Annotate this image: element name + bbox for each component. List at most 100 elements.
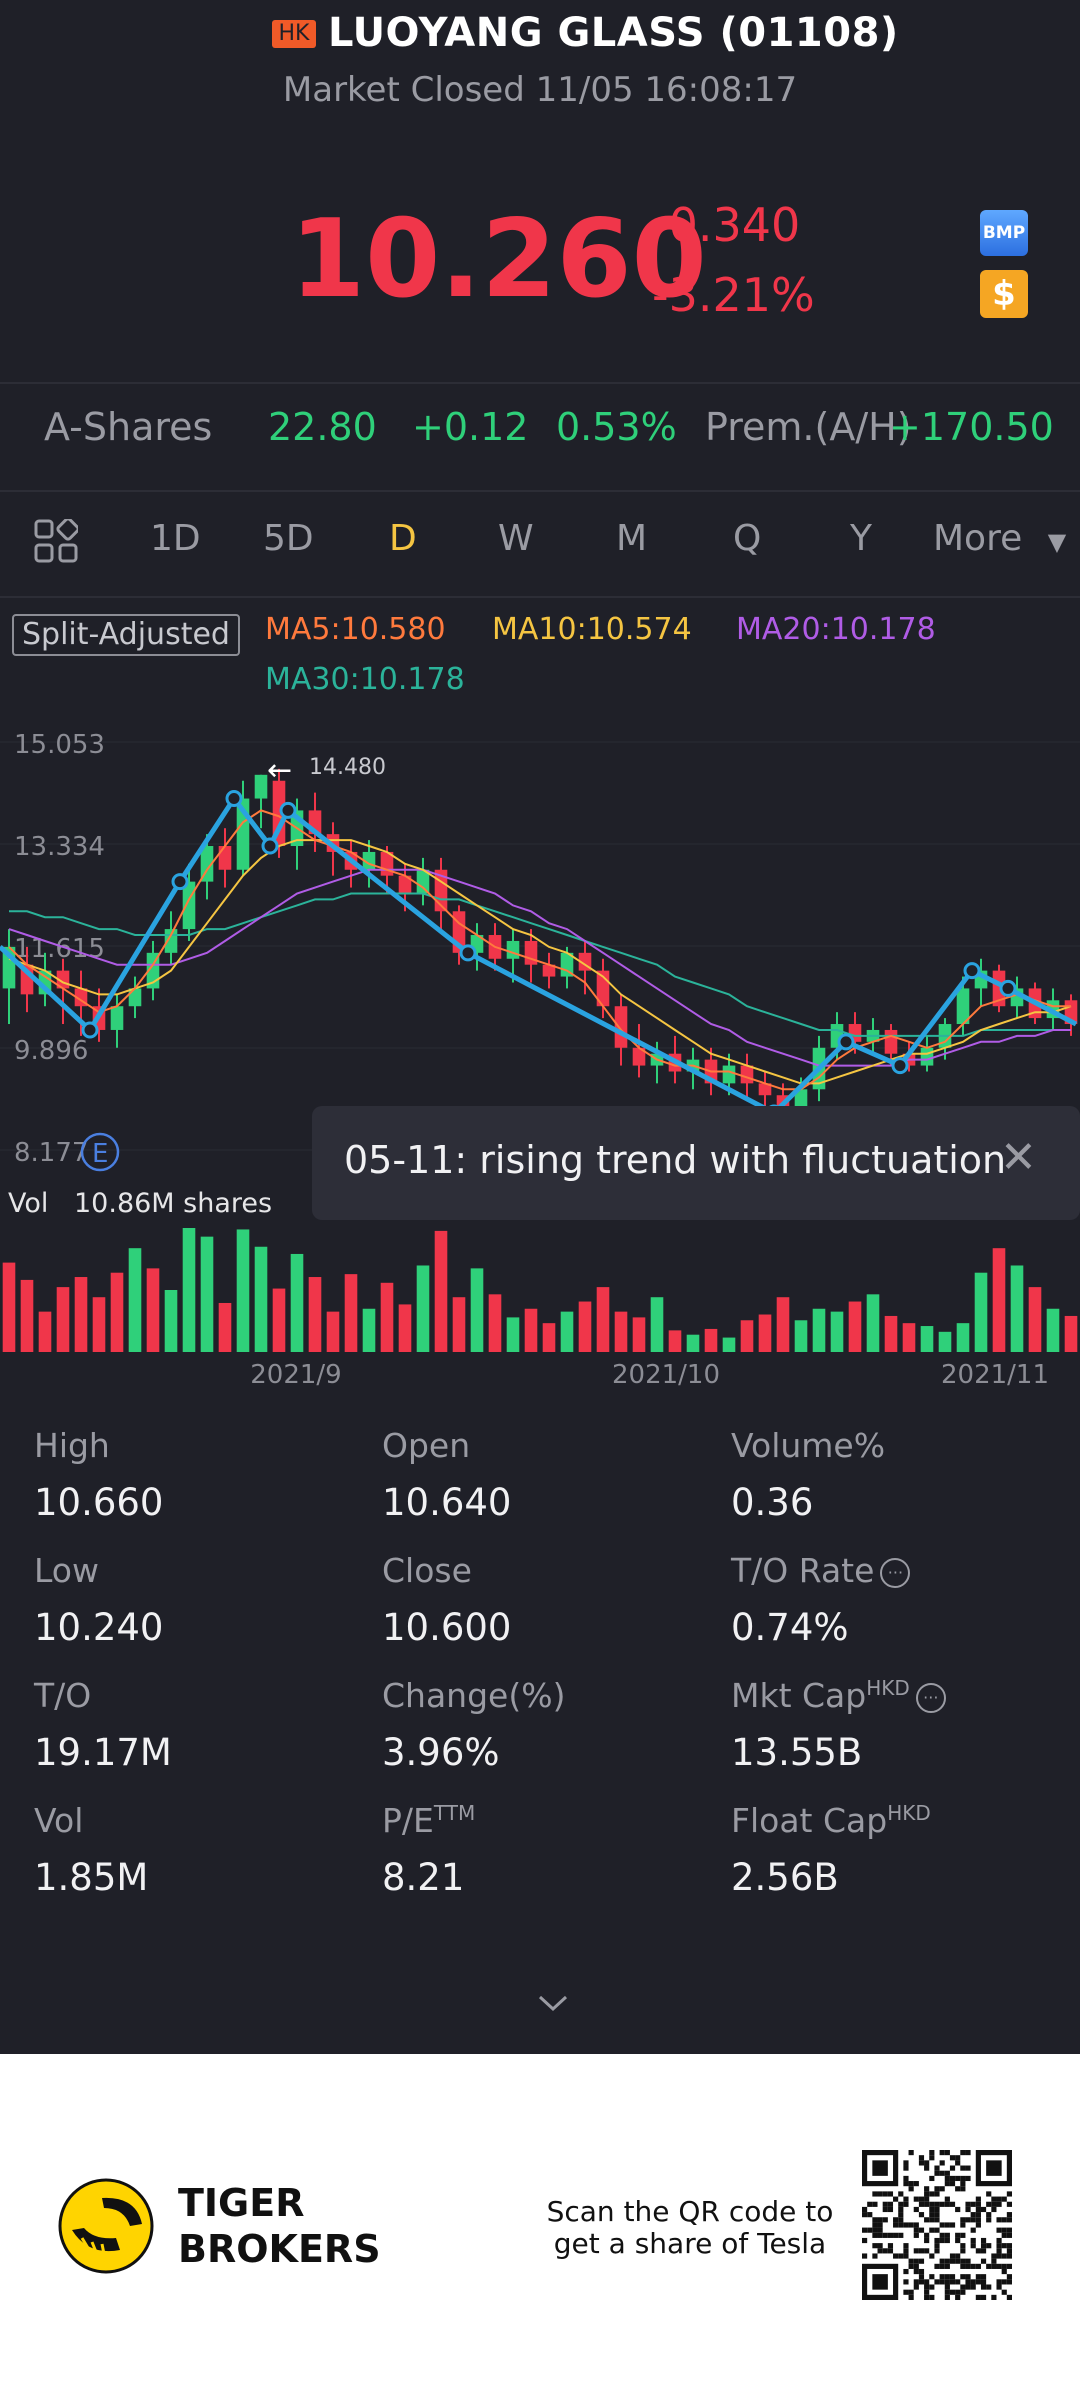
stat-label-text: P/E bbox=[382, 1801, 434, 1840]
volume-bar bbox=[560, 1311, 574, 1352]
qr-module bbox=[1006, 2248, 1012, 2254]
volume-bar bbox=[254, 1246, 268, 1352]
stat-label: Volume% bbox=[731, 1426, 885, 1465]
qr-module bbox=[949, 2165, 956, 2171]
volume-label: Vol bbox=[8, 1188, 48, 1219]
more-info-icon[interactable]: ··· bbox=[880, 1557, 911, 1588]
scan-line-2: get a share of Tesla bbox=[553, 2227, 827, 2260]
stat-value: 8.21 bbox=[382, 1856, 465, 1899]
qr-module bbox=[918, 2201, 925, 2207]
qr-module bbox=[872, 2217, 878, 2223]
candle-body bbox=[722, 1065, 736, 1084]
volume-bar bbox=[470, 1268, 484, 1352]
stat-label-text: Change(%) bbox=[382, 1676, 566, 1715]
dollar-icon[interactable]: $ bbox=[980, 270, 1028, 318]
split-adjusted-toggle[interactable]: Split-Adjusted bbox=[12, 614, 240, 656]
tab-5d[interactable]: 5D bbox=[263, 518, 314, 559]
qr-finder bbox=[986, 2160, 1002, 2176]
qr-module bbox=[965, 2258, 971, 2264]
stat-label-text: Open bbox=[382, 1426, 471, 1465]
scan-line-1: Scan the QR code to bbox=[546, 2195, 834, 2228]
qr-module bbox=[939, 2232, 945, 2238]
candle-body bbox=[416, 869, 430, 894]
qr-module bbox=[934, 2170, 940, 2176]
qr-module bbox=[996, 2237, 1002, 2244]
qr-module bbox=[903, 2289, 909, 2295]
tab-week[interactable]: W bbox=[498, 518, 534, 559]
volume-bar bbox=[416, 1265, 430, 1352]
qr-module bbox=[908, 2258, 914, 2264]
x-tick-label: 2021/9 bbox=[250, 1360, 342, 1390]
qr-module bbox=[918, 2279, 925, 2285]
stat-label: Vol bbox=[34, 1801, 83, 1840]
grid-icon[interactable] bbox=[34, 519, 78, 563]
qr-module bbox=[908, 2263, 914, 2269]
qr-module bbox=[934, 2186, 940, 2192]
qr-module bbox=[913, 2206, 919, 2213]
qr-module bbox=[949, 2175, 956, 2182]
qr-module bbox=[955, 2155, 961, 2161]
tab-year[interactable]: Y bbox=[850, 518, 872, 559]
tab-month[interactable]: M bbox=[616, 518, 648, 559]
volume-bar bbox=[362, 1308, 376, 1352]
qr-module bbox=[877, 2227, 883, 2233]
volume-bar bbox=[668, 1330, 682, 1352]
qr-module bbox=[944, 2258, 950, 2264]
qr-module bbox=[903, 2181, 909, 2187]
qr-module bbox=[924, 2284, 930, 2290]
qr-module bbox=[929, 2150, 935, 2156]
candlestick-chart[interactable]: 15.05313.33411.6159.8968.17714.480←8.750… bbox=[0, 700, 1080, 1360]
qr-module bbox=[1006, 2294, 1012, 2300]
qr-module bbox=[877, 2217, 883, 2223]
qr-module bbox=[924, 2191, 930, 2197]
qr-module bbox=[944, 2222, 950, 2228]
volume-bar bbox=[920, 1326, 934, 1352]
qr-module bbox=[939, 2170, 945, 2176]
qr-module bbox=[934, 2201, 940, 2207]
qr-module bbox=[903, 2222, 909, 2228]
more-info-icon[interactable]: ··· bbox=[915, 1682, 946, 1713]
qr-module bbox=[1006, 2227, 1012, 2233]
qr-module bbox=[924, 2237, 930, 2244]
market-badge: HK bbox=[272, 20, 316, 48]
stat-label-text: Low bbox=[34, 1551, 99, 1590]
qr-module bbox=[970, 2237, 976, 2244]
bmp-icon[interactable]: BMP bbox=[980, 210, 1028, 256]
trend-tooltip-text: 05-11: rising trend with fluctuation bbox=[344, 1138, 1007, 1182]
qr-module bbox=[929, 2274, 935, 2280]
qr-module bbox=[862, 2253, 868, 2259]
volume-bar bbox=[506, 1317, 520, 1352]
candle-body bbox=[254, 774, 268, 799]
tab-1d[interactable]: 1D bbox=[150, 518, 201, 559]
qr-module bbox=[960, 2263, 966, 2269]
volume-bar bbox=[488, 1294, 502, 1352]
qr-module bbox=[944, 2150, 950, 2156]
tab-more[interactable]: More ▼ bbox=[933, 518, 1066, 559]
qr-module bbox=[898, 2206, 904, 2213]
qr-module bbox=[867, 2201, 873, 2207]
qr-module bbox=[903, 2268, 909, 2275]
qr-module bbox=[996, 2201, 1002, 2207]
ashares-label[interactable]: A-Shares bbox=[44, 405, 213, 449]
stock-title[interactable]: LUOYANG GLASS (01108) bbox=[328, 10, 899, 56]
volume-bar bbox=[794, 1320, 808, 1352]
qr-module bbox=[944, 2237, 950, 2244]
chevron-down-icon[interactable] bbox=[536, 1992, 570, 2014]
qr-module bbox=[955, 2279, 961, 2285]
qr-module bbox=[887, 2191, 894, 2197]
volume-bar bbox=[1046, 1308, 1060, 1352]
volume-bar bbox=[686, 1334, 700, 1352]
stat-value: 10.240 bbox=[34, 1606, 164, 1649]
qr-module bbox=[929, 2294, 935, 2300]
qr-module bbox=[1001, 2289, 1007, 2295]
qr-module bbox=[944, 2274, 950, 2280]
qr-module bbox=[903, 2253, 909, 2259]
tab-day[interactable]: D bbox=[389, 518, 417, 559]
close-icon[interactable]: ✕ bbox=[1000, 1132, 1037, 1183]
qr-module bbox=[929, 2191, 935, 2197]
qr-module bbox=[980, 2258, 987, 2264]
qr-module bbox=[980, 2206, 987, 2213]
tab-quarter[interactable]: Q bbox=[733, 518, 762, 559]
qr-module bbox=[872, 2253, 878, 2259]
stat-value: 10.660 bbox=[34, 1481, 164, 1524]
